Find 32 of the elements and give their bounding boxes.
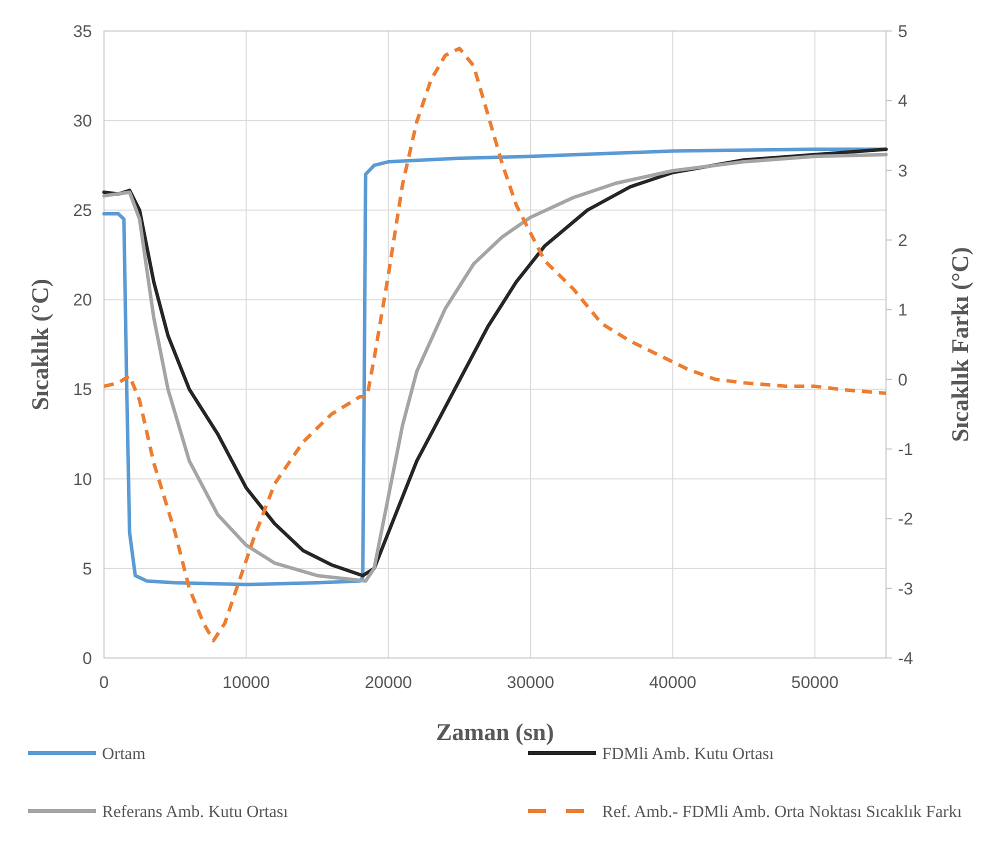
y-tick-label: 5 xyxy=(82,559,92,578)
legend-label: Ortam xyxy=(102,744,146,763)
y2-tick-label: 5 xyxy=(898,22,908,41)
y2-tick-label: -4 xyxy=(898,648,914,668)
x-tick-label: 50000 xyxy=(791,673,839,692)
y-tick-label: 0 xyxy=(82,648,92,668)
y2-tick-label: 3 xyxy=(898,161,908,180)
line-series xyxy=(102,46,888,642)
x-tick-label: 40000 xyxy=(649,673,696,692)
y2-tick-label: -2 xyxy=(898,510,914,529)
y-tick-label: 20 xyxy=(73,290,92,310)
y-tick-label: 10 xyxy=(73,470,92,489)
y-tick-label: 35 xyxy=(73,22,92,41)
y-tick-label: 30 xyxy=(73,112,92,131)
y2-tick-label: 1 xyxy=(898,300,908,320)
y-axis-title: Sıcaklık (°C) xyxy=(28,278,54,410)
y2-tick-label: 0 xyxy=(898,370,908,390)
x-axis-title: Zaman (sn) xyxy=(436,720,554,746)
y2-tick-label: -3 xyxy=(898,579,914,598)
x-tick-label: 0 xyxy=(99,673,109,692)
y2-tick-label: 4 xyxy=(898,92,908,111)
y-tick-label: 25 xyxy=(73,201,92,220)
x-tick-label: 20000 xyxy=(364,673,412,692)
legend-label: FDMli Amb. Kutu Ortası xyxy=(602,744,774,763)
legend-label: Ref. Amb.- FDMli Amb. Orta Noktası Sıcaklık Farkı xyxy=(602,802,962,821)
legend-label: Referans Amb. Kutu Ortası xyxy=(102,802,288,821)
y-tick-label: 15 xyxy=(73,380,92,400)
x-tick-label: 10000 xyxy=(222,673,270,692)
y2-axis-title: Sıcaklık Farkı (°C) xyxy=(948,247,974,442)
y2-tick-label: 2 xyxy=(898,230,908,250)
y2-tick-label: -1 xyxy=(898,440,914,459)
x-tick-label: 30000 xyxy=(506,673,554,692)
